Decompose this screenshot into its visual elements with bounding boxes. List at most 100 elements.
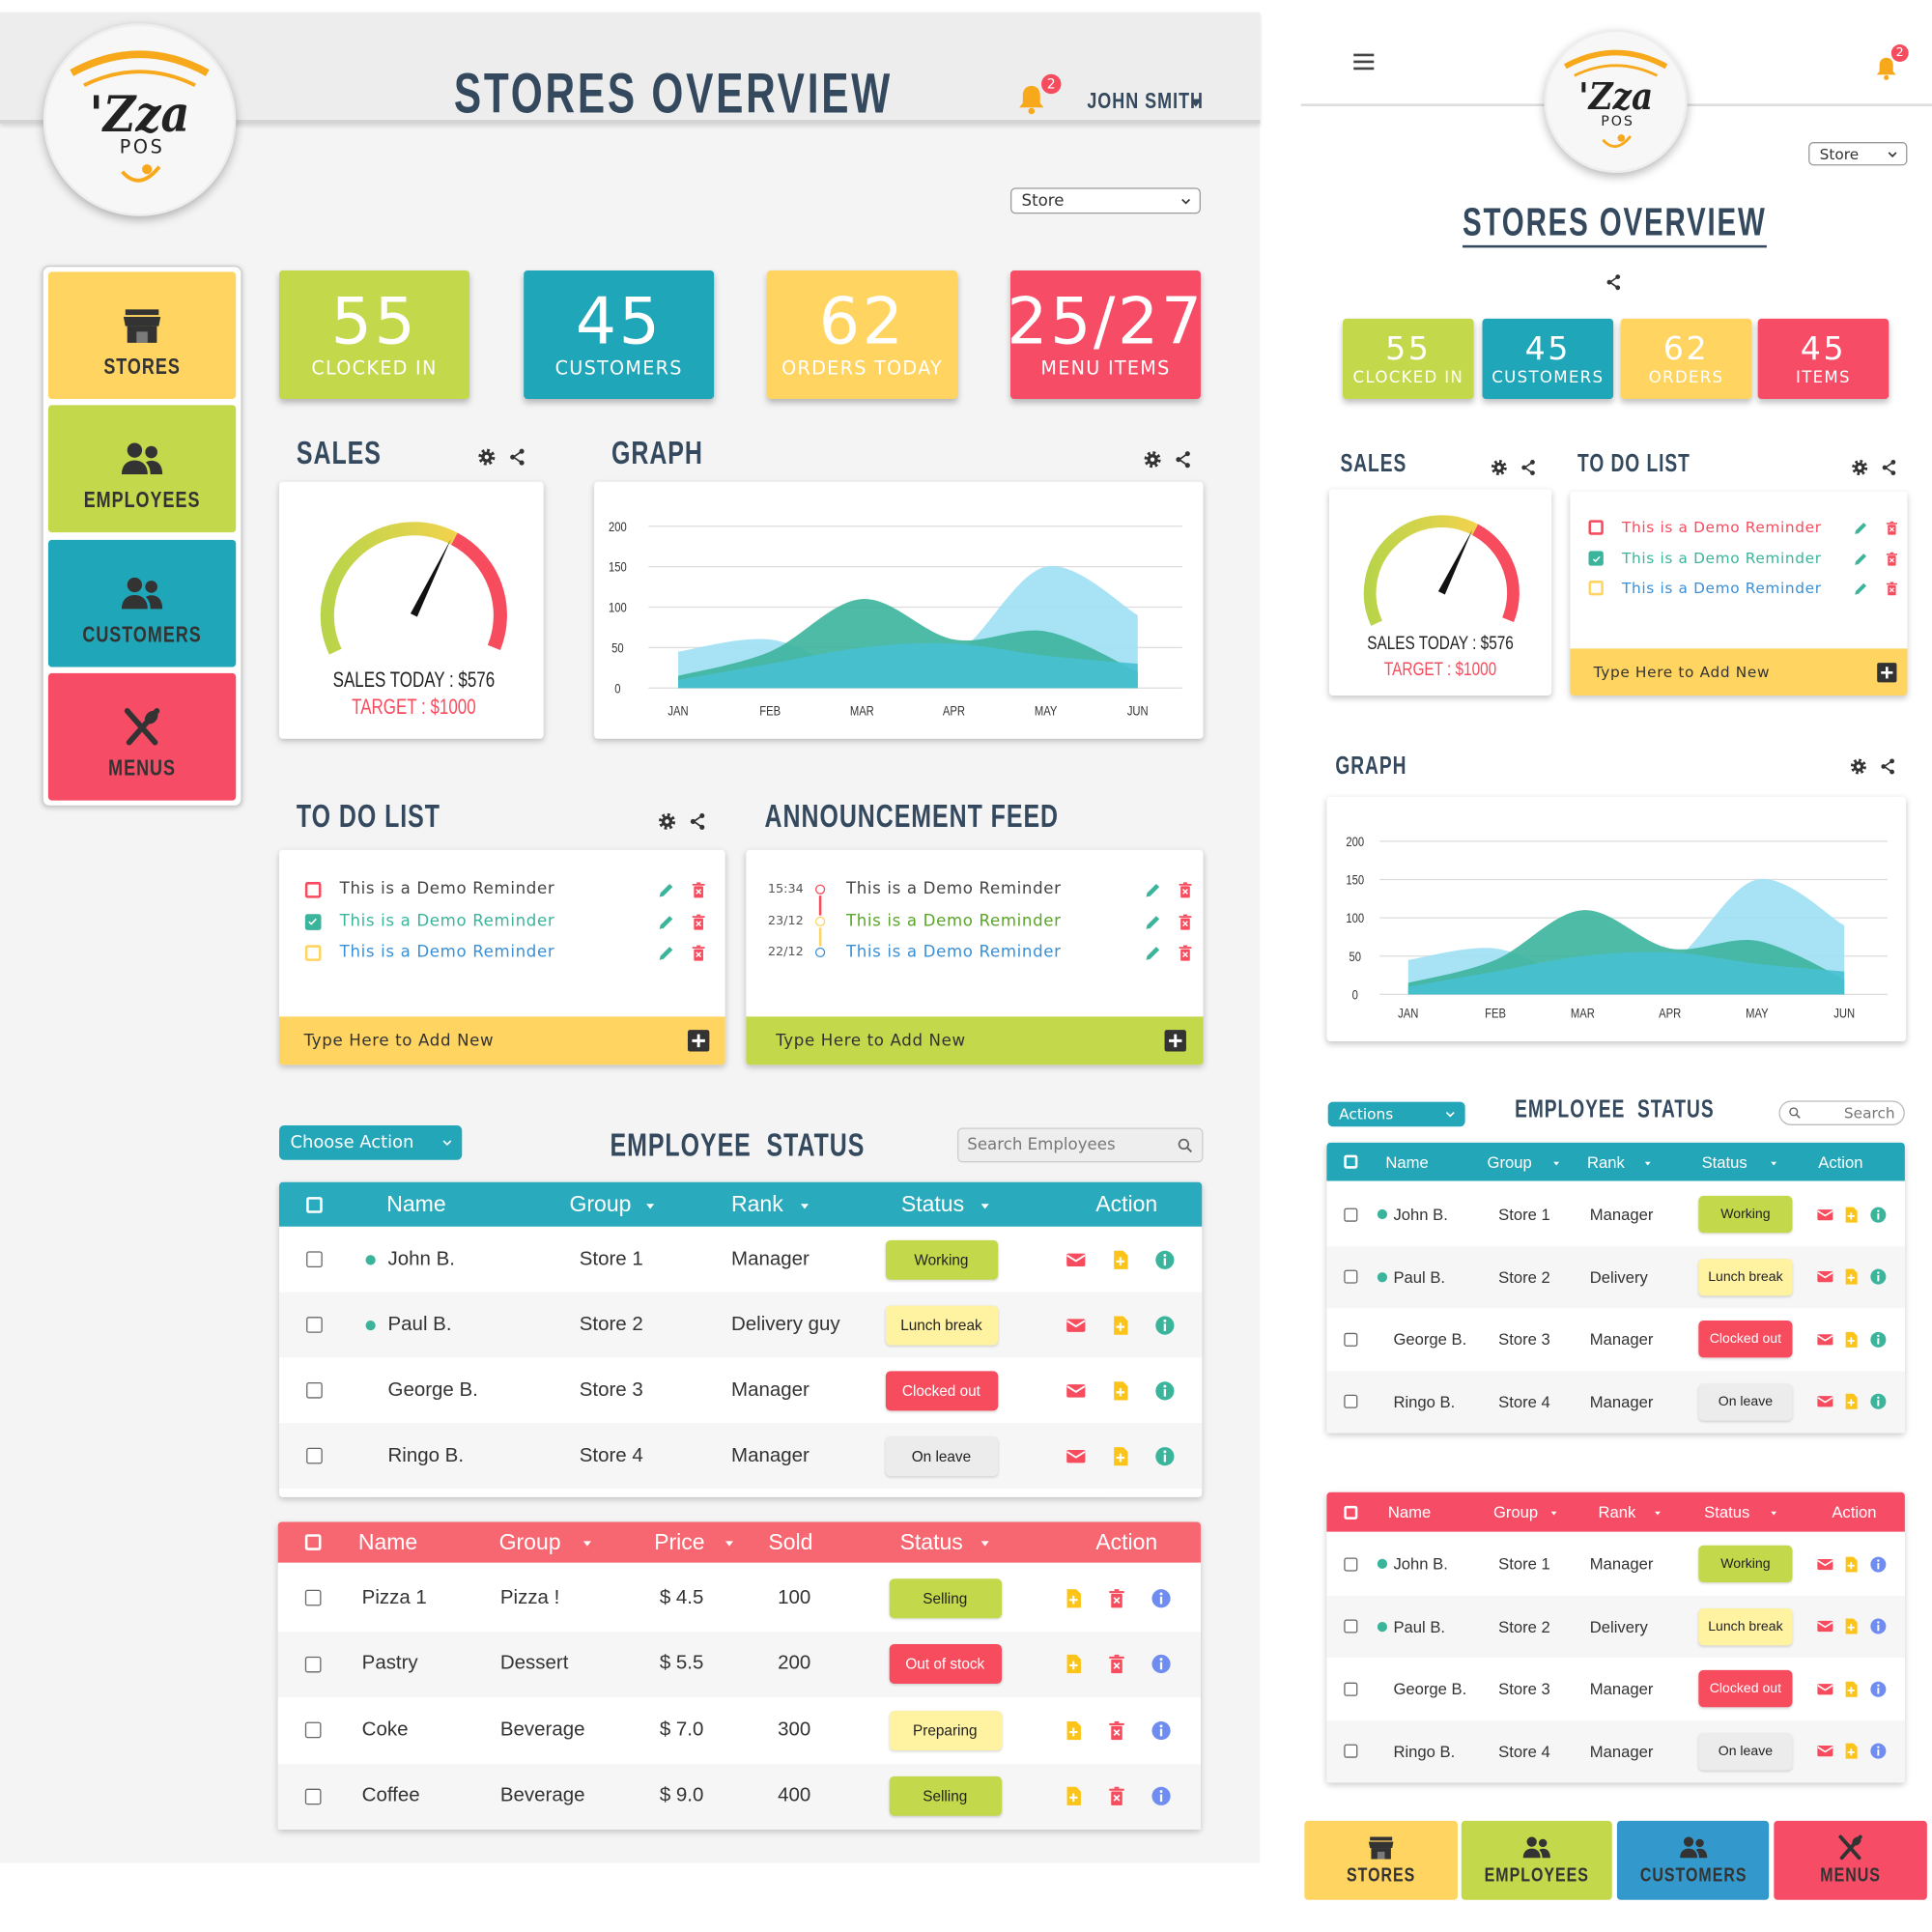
info-icon[interactable] bbox=[1151, 1785, 1173, 1807]
doc-icon[interactable] bbox=[1063, 1587, 1085, 1609]
trash-icon[interactable] bbox=[1176, 880, 1194, 898]
doc-icon[interactable] bbox=[1063, 1653, 1085, 1675]
share-icon[interactable] bbox=[1519, 458, 1537, 476]
bell-icon[interactable] bbox=[1873, 54, 1900, 81]
doc-icon[interactable] bbox=[1841, 1617, 1860, 1635]
doc-icon[interactable] bbox=[1841, 1267, 1860, 1286]
row-checkbox[interactable] bbox=[305, 1381, 323, 1399]
info-icon[interactable] bbox=[1868, 1206, 1887, 1224]
doc-icon[interactable] bbox=[1063, 1785, 1085, 1807]
trash-icon[interactable] bbox=[1883, 580, 1899, 596]
trash-icon[interactable] bbox=[1105, 1785, 1127, 1807]
doc-icon[interactable] bbox=[1841, 1392, 1860, 1410]
stat-tile[interactable] bbox=[1620, 318, 1752, 400]
info-icon[interactable] bbox=[1153, 1248, 1176, 1270]
checkbox[interactable] bbox=[304, 913, 321, 930]
trash-icon[interactable] bbox=[689, 943, 707, 961]
doc-icon[interactable] bbox=[1109, 1445, 1131, 1467]
row-checkbox[interactable] bbox=[1343, 1269, 1357, 1284]
info-icon[interactable] bbox=[1153, 1445, 1176, 1467]
doc-icon[interactable] bbox=[1841, 1330, 1860, 1349]
pencil-icon[interactable] bbox=[1853, 520, 1869, 536]
share-icon[interactable] bbox=[508, 447, 527, 467]
action-select[interactable] bbox=[1327, 1101, 1465, 1127]
add-input[interactable] bbox=[1570, 648, 1908, 696]
mail-icon[interactable] bbox=[1815, 1680, 1833, 1698]
pencil-icon[interactable] bbox=[1144, 880, 1162, 898]
header-checkbox[interactable] bbox=[304, 1534, 321, 1550]
row-checkbox[interactable] bbox=[305, 1447, 323, 1464]
info-icon[interactable] bbox=[1151, 1653, 1173, 1675]
stat-tile[interactable] bbox=[1482, 318, 1614, 400]
trash-icon[interactable] bbox=[1883, 551, 1899, 567]
info-icon[interactable] bbox=[1868, 1392, 1887, 1410]
nav-tile[interactable] bbox=[47, 672, 237, 801]
mail-icon[interactable] bbox=[1065, 1314, 1087, 1336]
row-checkbox[interactable] bbox=[304, 1788, 321, 1804]
bell-icon[interactable] bbox=[1014, 81, 1049, 116]
row-checkbox[interactable] bbox=[305, 1317, 323, 1333]
mail-icon[interactable] bbox=[1815, 1206, 1833, 1224]
search-box[interactable] bbox=[957, 1127, 1204, 1163]
trash-icon[interactable] bbox=[1105, 1653, 1127, 1675]
row-checkbox[interactable] bbox=[304, 1590, 321, 1606]
nav-tile[interactable] bbox=[1774, 1820, 1927, 1900]
row-checkbox[interactable] bbox=[1343, 1332, 1357, 1347]
info-icon[interactable] bbox=[1153, 1379, 1176, 1402]
nav-tile[interactable] bbox=[1461, 1820, 1612, 1900]
pencil-icon[interactable] bbox=[1144, 943, 1162, 961]
trash-icon[interactable] bbox=[1883, 520, 1899, 536]
gear-icon[interactable] bbox=[1143, 449, 1162, 469]
store-select[interactable] bbox=[1010, 187, 1201, 214]
pencil-icon[interactable] bbox=[1144, 912, 1162, 930]
row-checkbox[interactable] bbox=[1343, 1682, 1357, 1696]
trash-icon[interactable] bbox=[1105, 1719, 1127, 1742]
doc-icon[interactable] bbox=[1841, 1555, 1860, 1574]
doc-icon[interactable] bbox=[1109, 1314, 1131, 1336]
row-checkbox[interactable] bbox=[305, 1251, 323, 1268]
info-icon[interactable] bbox=[1151, 1719, 1173, 1742]
share-icon[interactable] bbox=[688, 811, 707, 831]
mail-icon[interactable] bbox=[1815, 1742, 1833, 1760]
plus-icon[interactable] bbox=[1162, 1028, 1188, 1054]
mail-icon[interactable] bbox=[1815, 1267, 1833, 1286]
plus-icon[interactable] bbox=[685, 1028, 711, 1054]
pencil-icon[interactable] bbox=[1853, 580, 1869, 596]
info-icon[interactable] bbox=[1153, 1314, 1176, 1336]
checkbox[interactable] bbox=[304, 944, 321, 961]
mail-icon[interactable] bbox=[1065, 1379, 1087, 1402]
header-checkbox[interactable] bbox=[305, 1196, 323, 1213]
pencil-icon[interactable] bbox=[657, 943, 675, 961]
checkbox[interactable] bbox=[1588, 551, 1604, 566]
nav-tile[interactable] bbox=[1616, 1820, 1770, 1900]
share-icon[interactable] bbox=[1604, 272, 1622, 291]
gear-icon[interactable] bbox=[477, 447, 497, 467]
doc-icon[interactable] bbox=[1063, 1719, 1085, 1742]
mail-icon[interactable] bbox=[1815, 1617, 1833, 1635]
row-checkbox[interactable] bbox=[1343, 1619, 1357, 1634]
checkbox[interactable] bbox=[304, 881, 321, 898]
row-checkbox[interactable] bbox=[304, 1721, 321, 1739]
row-checkbox[interactable] bbox=[304, 1656, 321, 1673]
info-icon[interactable] bbox=[1868, 1267, 1887, 1286]
mail-icon[interactable] bbox=[1065, 1248, 1087, 1270]
stat-tile[interactable] bbox=[524, 270, 715, 400]
stat-tile[interactable] bbox=[767, 270, 958, 400]
trash-icon[interactable] bbox=[1105, 1587, 1127, 1609]
share-icon[interactable] bbox=[1880, 458, 1898, 476]
gear-icon[interactable] bbox=[657, 811, 676, 831]
row-checkbox[interactable] bbox=[1343, 1208, 1357, 1222]
action-select[interactable] bbox=[279, 1124, 463, 1160]
gear-icon[interactable] bbox=[1490, 458, 1508, 476]
doc-icon[interactable] bbox=[1841, 1206, 1860, 1224]
mail-icon[interactable] bbox=[1065, 1445, 1087, 1467]
info-icon[interactable] bbox=[1868, 1742, 1887, 1760]
pencil-icon[interactable] bbox=[1853, 551, 1869, 567]
stat-tile[interactable] bbox=[1757, 318, 1889, 400]
info-icon[interactable] bbox=[1151, 1587, 1173, 1609]
doc-icon[interactable] bbox=[1841, 1742, 1860, 1760]
checkbox[interactable] bbox=[1588, 581, 1604, 596]
caret-icon[interactable] bbox=[1188, 97, 1203, 111]
mail-icon[interactable] bbox=[1815, 1392, 1833, 1410]
row-checkbox[interactable] bbox=[1343, 1395, 1357, 1409]
